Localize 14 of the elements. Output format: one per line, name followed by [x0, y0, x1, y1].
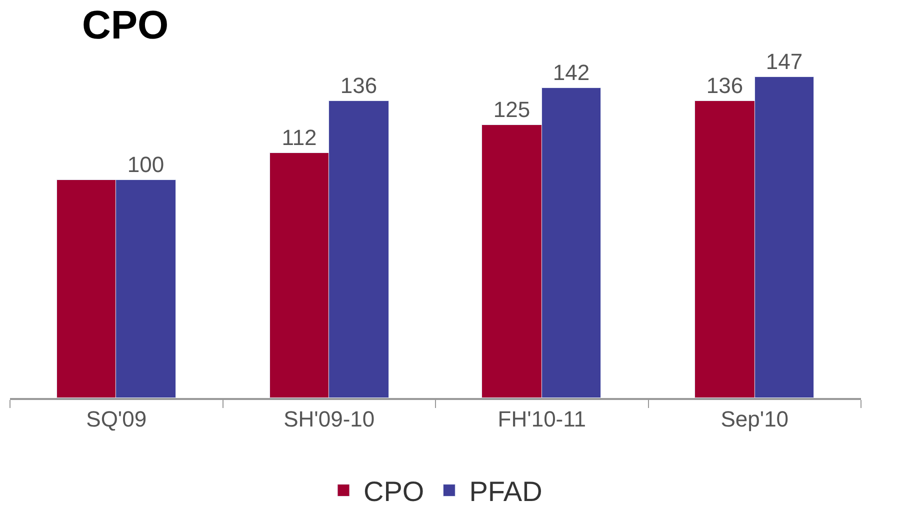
data-label: 142	[552, 60, 590, 85]
x-tick-label: Sep'10	[720, 406, 789, 432]
data-label: 125	[493, 96, 530, 122]
data-label: 136	[706, 72, 744, 98]
data-label: 100	[127, 152, 164, 177]
legend-label: CPO	[364, 476, 424, 508]
data-label: 136	[340, 72, 378, 98]
x-tick-label: SH'09-10	[284, 406, 375, 432]
x-tick-label: FH'10-11	[498, 406, 586, 432]
chart-title: CPO	[82, 4, 169, 48]
legend-label: PFAD	[469, 476, 542, 508]
data-label: 112	[282, 124, 317, 150]
x-tick-label: SQ'09	[86, 406, 147, 432]
data-label: 147	[766, 48, 803, 74]
